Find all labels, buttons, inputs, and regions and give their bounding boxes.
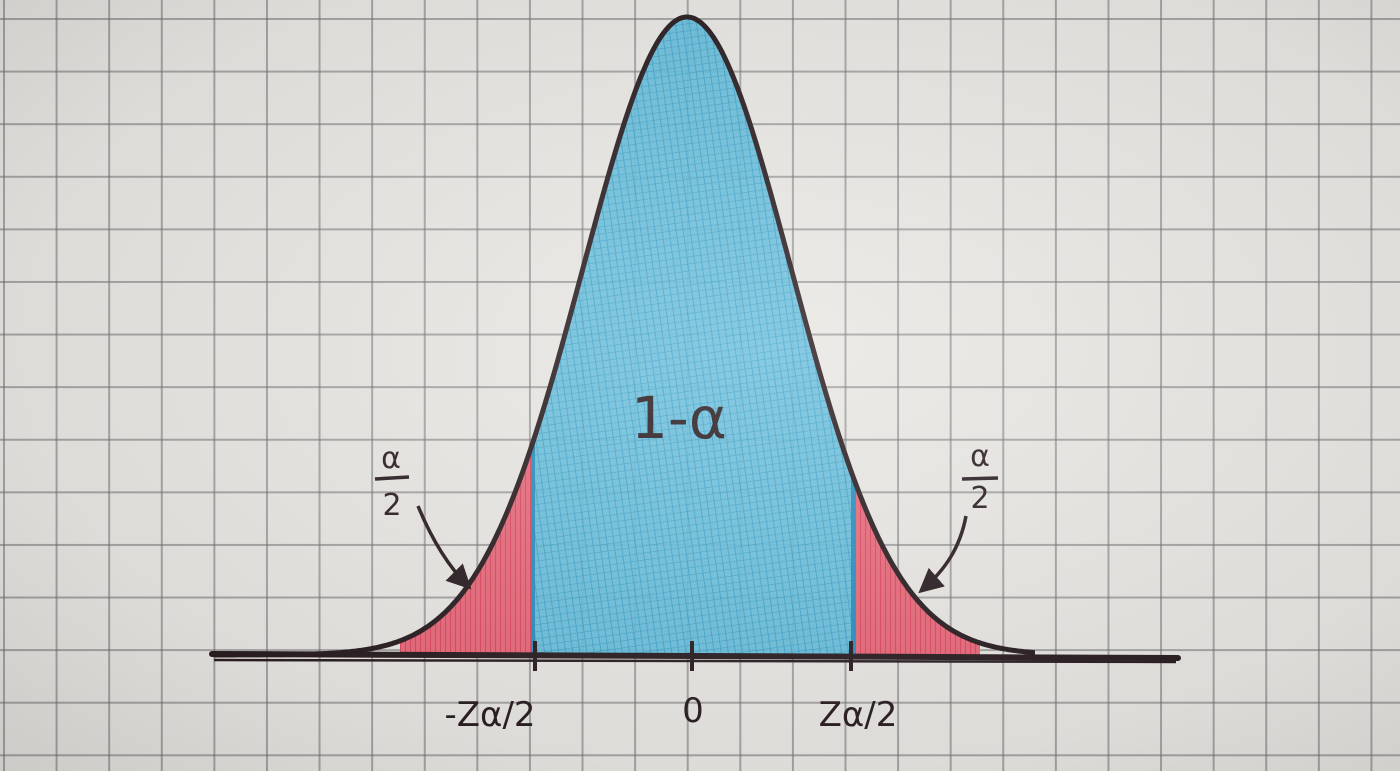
- right-tail-label-denominator: 2: [970, 481, 989, 516]
- left-tail-label-numerator: α: [381, 441, 401, 476]
- left-tail-arrow: [416, 505, 472, 590]
- x-axis-baseline: [209, 651, 1181, 661]
- right-tail-arrow: [918, 515, 968, 594]
- right-tail-label-fraction-bar: [961, 476, 999, 481]
- left-tail-label-fraction-bar: [374, 475, 410, 481]
- center-area-label: 1-α: [631, 384, 727, 452]
- right-tail-region: [853, 476, 980, 655]
- tick-label-right: Zα/2: [819, 695, 898, 735]
- tick-label-left: -Zα/2: [444, 695, 535, 735]
- left-tail-label-denominator: 2: [382, 488, 401, 523]
- center-region: [533, 17, 853, 655]
- tick-label-center: 0: [682, 691, 704, 731]
- left-tail-region: [400, 441, 533, 655]
- x-axis-baseline-trace: [213, 658, 1177, 664]
- normal-curve-outline: [213, 14, 1037, 658]
- right-tail-label-numerator: α: [970, 439, 990, 474]
